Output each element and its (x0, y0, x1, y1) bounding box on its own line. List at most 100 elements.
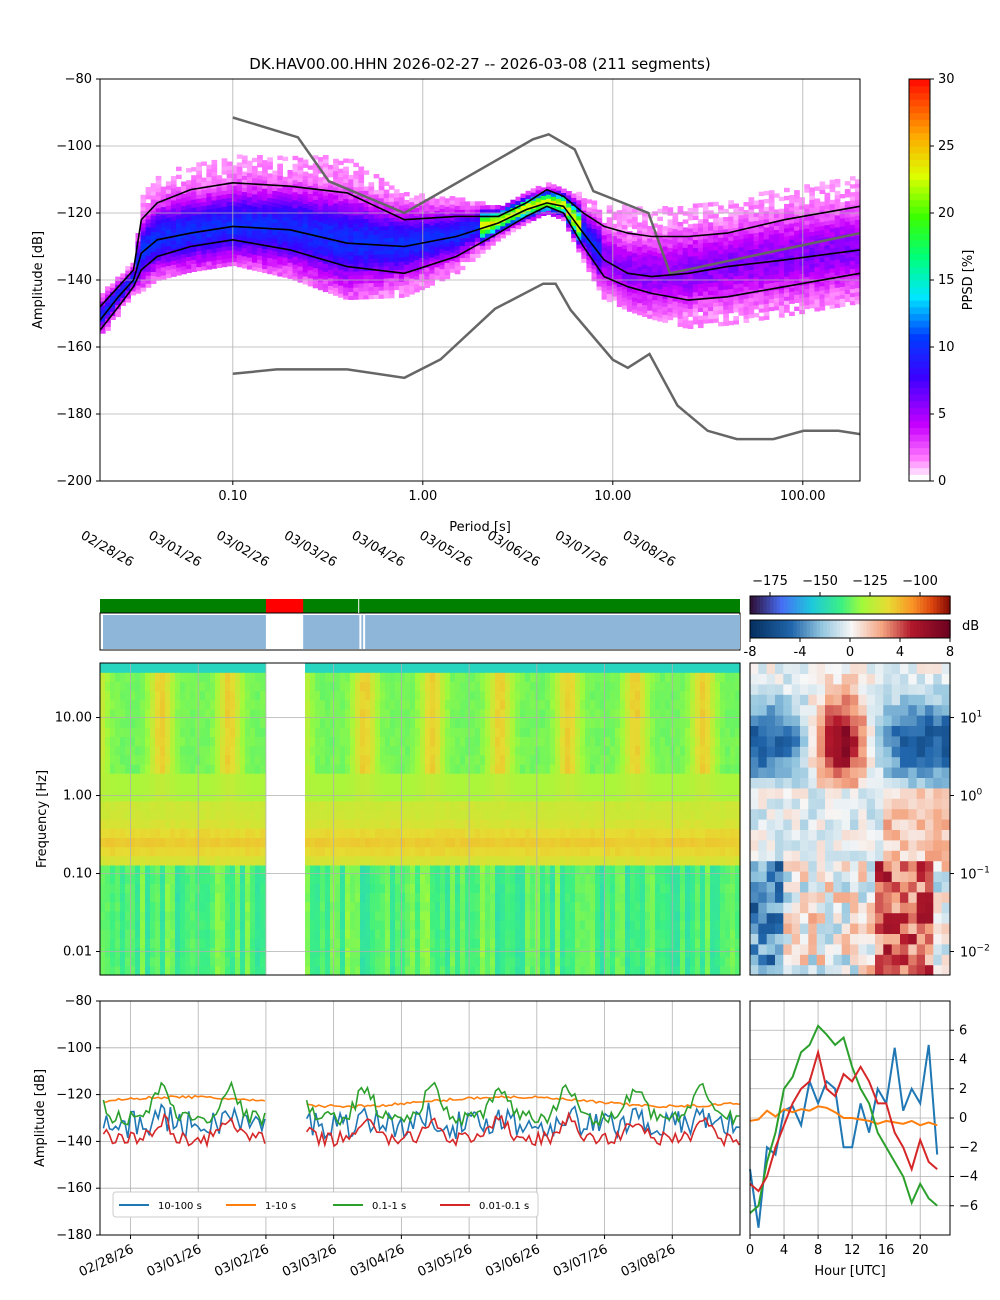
ppsd-cell (201, 266, 207, 271)
ppsd-cell (246, 180, 253, 186)
spectrogram-cell (120, 956, 126, 967)
ppsd-cell (449, 228, 456, 233)
ppsd-cell (789, 223, 795, 228)
ppsd-cell (606, 245, 613, 250)
median-curve (99, 202, 861, 321)
ppsd-cell (566, 215, 572, 220)
ppsd-cell (226, 177, 233, 182)
spectrogram-cell (180, 672, 186, 682)
ppsd-cell (201, 258, 207, 263)
spectrogram-cell (120, 892, 126, 903)
spectrogram-cell (310, 855, 316, 866)
ppsd-cell (241, 171, 248, 176)
ppsd-cell (150, 207, 157, 212)
spectrogram-cell (305, 809, 311, 820)
ppsd-cell (789, 291, 795, 296)
spectrogram-cell (335, 699, 341, 710)
ppsd-cell (743, 210, 750, 215)
ppsd-cell (186, 228, 192, 233)
ppsd-cell (662, 278, 669, 283)
ppsd-cell (794, 202, 800, 207)
spectrogram-cell (215, 837, 221, 848)
ppsd-cell (677, 266, 684, 271)
ppsd-cell (241, 260, 248, 265)
spectrogram-cell (250, 864, 256, 875)
ppsd-cell (854, 219, 861, 224)
ppsd-cell (338, 216, 344, 222)
spectrogram-cell (215, 809, 221, 820)
ppsd-cell (728, 232, 734, 237)
spectrogram-cell (105, 809, 111, 820)
ppsd-cell (485, 205, 491, 210)
ppsd-cell (191, 207, 197, 212)
ppsd-cell (302, 195, 309, 201)
ppsd-cell (773, 269, 780, 275)
ppsd-cell (748, 257, 755, 262)
ppsd-cell (130, 282, 137, 288)
ppsd-cell (404, 252, 410, 257)
ppsd-cell (621, 285, 628, 290)
ppsd-cell (343, 291, 349, 296)
ppsd-cell (834, 194, 841, 200)
ppsd-cell (363, 274, 370, 280)
ppsd-cell (398, 233, 405, 238)
ppsd-cell (814, 291, 821, 296)
ppsd-cell (834, 178, 841, 184)
ppsd-cell (596, 237, 603, 243)
ppsd-cell (789, 227, 795, 232)
ppsd-cell (621, 248, 628, 254)
ppsd-cell (616, 286, 623, 291)
spectrogram-cell (325, 837, 331, 848)
ppsd-cell (343, 214, 349, 220)
spectrogram-cell (100, 681, 106, 692)
ppsd-cell (495, 213, 501, 218)
ppsd-cell (768, 226, 775, 231)
ppsd-cell (819, 241, 826, 247)
spectrogram-cell (120, 663, 126, 673)
spectrogram-cell (130, 874, 136, 884)
ppsd-cell (854, 203, 861, 208)
ppsd-cell (495, 225, 501, 230)
spectrogram-cell (120, 727, 126, 737)
spectrogram-cell (325, 708, 331, 719)
ppsd-cell (231, 173, 238, 178)
ppsd-cell (454, 257, 461, 263)
spectrogram-cell (175, 956, 181, 967)
ppsd-cell (383, 229, 390, 235)
ppsd-cell (419, 233, 425, 238)
ppsd-cell (642, 228, 648, 233)
ppsd-cell (312, 179, 319, 184)
ppsd-cell (733, 227, 739, 232)
spectrogram-cell (115, 837, 121, 848)
ppsd-cell (530, 188, 537, 193)
spectrogram-cell (225, 763, 231, 774)
ppsd-cell (566, 223, 572, 228)
spectrogram-cell (130, 763, 136, 774)
spectrogram-cell (195, 745, 201, 756)
ppsd-cell (637, 250, 643, 255)
spectrogram-cell (320, 947, 326, 958)
ppsd-cell (621, 204, 628, 209)
ppsd-cell (652, 223, 658, 228)
ppsd-cell (206, 176, 213, 182)
spectrogram-cell (245, 708, 251, 719)
ppsd-cell (100, 329, 106, 334)
ppsd-cell (530, 212, 537, 217)
spectrogram-cell (215, 708, 221, 719)
ppsd-cell (839, 294, 846, 299)
ppsd-cell (155, 244, 162, 249)
ppsd-cell (778, 253, 785, 258)
ppsd-cell (120, 277, 126, 282)
ppsd-cell (312, 183, 319, 188)
ppsd-cell (216, 191, 223, 196)
spectrogram-cell (330, 763, 336, 774)
spectrogram-cell (225, 754, 231, 765)
spectrogram-cell (245, 874, 251, 884)
ppsd-colorbar-cell (909, 360, 930, 368)
ppsd-cell (763, 311, 770, 316)
spectrogram-cell (310, 773, 316, 783)
ppsd-cell (789, 199, 795, 204)
ppsd-cell (596, 274, 603, 279)
ppsd-cell (657, 313, 663, 318)
ppsd-cell (702, 234, 709, 240)
